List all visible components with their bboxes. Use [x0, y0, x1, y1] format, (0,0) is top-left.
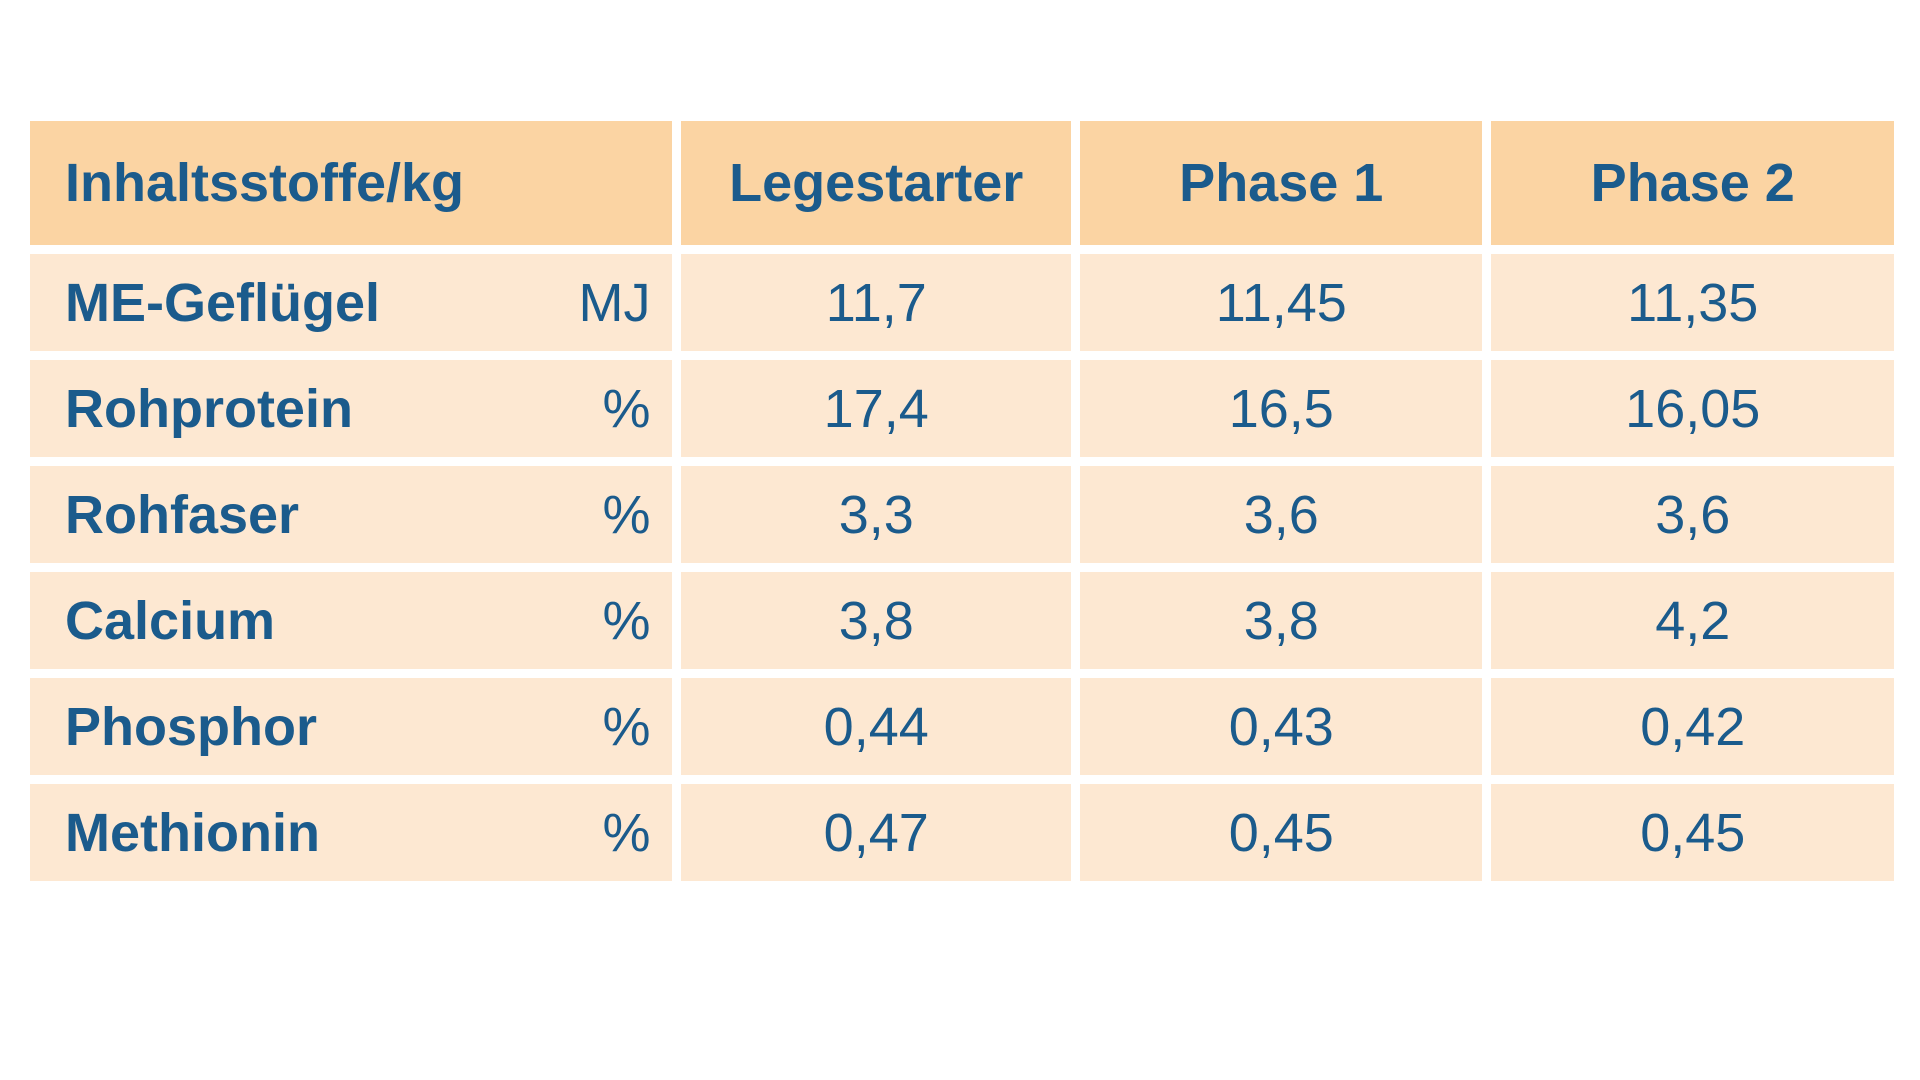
row-name-cell: Rohfaser %: [30, 466, 673, 563]
value-cell-phase-1: 3,6: [1080, 466, 1483, 563]
value-cell-phase-1: 16,5: [1080, 360, 1483, 457]
value-cell-phase-1: 3,8: [1080, 572, 1483, 669]
value-cell-phase-2: 11,35: [1491, 254, 1894, 351]
row-unit: %: [602, 802, 651, 863]
value-cell-legestarter: 11,7: [681, 254, 1072, 351]
value-cell-phase-2: 16,05: [1491, 360, 1894, 457]
row-unit: MJ: [578, 272, 651, 333]
row-unit: %: [602, 590, 651, 651]
table-row: Rohprotein % 17,4 16,5 16,05: [30, 360, 1894, 457]
row-name-cell: Rohprotein %: [30, 360, 673, 457]
row-label: Phosphor: [65, 696, 317, 757]
row-name-cell: ME-Geflügel MJ: [30, 254, 673, 351]
table-row: ME-Geflügel MJ 11,7 11,45 11,35: [30, 254, 1894, 351]
table-header: Inhaltsstoffe/kg Legestarter Phase 1 Pha…: [30, 121, 1894, 245]
header-row: Inhaltsstoffe/kg Legestarter Phase 1 Pha…: [30, 121, 1894, 245]
nutrient-table: Inhaltsstoffe/kg Legestarter Phase 1 Pha…: [21, 112, 1903, 890]
nutrient-table-container: Inhaltsstoffe/kg Legestarter Phase 1 Pha…: [30, 121, 1894, 881]
row-label: Methionin: [65, 802, 320, 863]
value-cell-legestarter: 17,4: [681, 360, 1072, 457]
table-row: Phosphor % 0,44 0,43 0,42: [30, 678, 1894, 775]
row-label: Calcium: [65, 590, 276, 651]
value-cell-legestarter: 3,3: [681, 466, 1072, 563]
value-cell-phase-2: 0,42: [1491, 678, 1894, 775]
row-unit: %: [602, 378, 651, 439]
row-label: Rohprotein: [65, 378, 353, 439]
value-cell-phase-1: 11,45: [1080, 254, 1483, 351]
value-cell-legestarter: 0,47: [681, 784, 1072, 881]
value-cell-phase-2: 3,6: [1491, 466, 1894, 563]
table-row: Methionin % 0,47 0,45 0,45: [30, 784, 1894, 881]
value-cell-phase-2: 0,45: [1491, 784, 1894, 881]
value-cell-phase-1: 0,43: [1080, 678, 1483, 775]
row-unit: %: [602, 696, 651, 757]
header-cell-phase-2: Phase 2: [1491, 121, 1894, 245]
value-cell-legestarter: 3,8: [681, 572, 1072, 669]
row-label: Rohfaser: [65, 484, 300, 545]
header-cell-legestarter: Legestarter: [681, 121, 1072, 245]
value-cell-legestarter: 0,44: [681, 678, 1072, 775]
row-name-cell: Methionin %: [30, 784, 673, 881]
row-name-cell: Phosphor %: [30, 678, 673, 775]
value-cell-phase-2: 4,2: [1491, 572, 1894, 669]
table-row: Rohfaser % 3,3 3,6 3,6: [30, 466, 1894, 563]
row-label: ME-Geflügel: [65, 272, 381, 333]
table-body: ME-Geflügel MJ 11,7 11,45 11,35 Rohprote…: [30, 254, 1894, 881]
header-cell-ingredients: Inhaltsstoffe/kg: [30, 121, 673, 245]
value-cell-phase-1: 0,45: [1080, 784, 1483, 881]
row-unit: %: [602, 484, 651, 545]
header-cell-phase-1: Phase 1: [1080, 121, 1483, 245]
table-row: Calcium % 3,8 3,8 4,2: [30, 572, 1894, 669]
row-name-cell: Calcium %: [30, 572, 673, 669]
